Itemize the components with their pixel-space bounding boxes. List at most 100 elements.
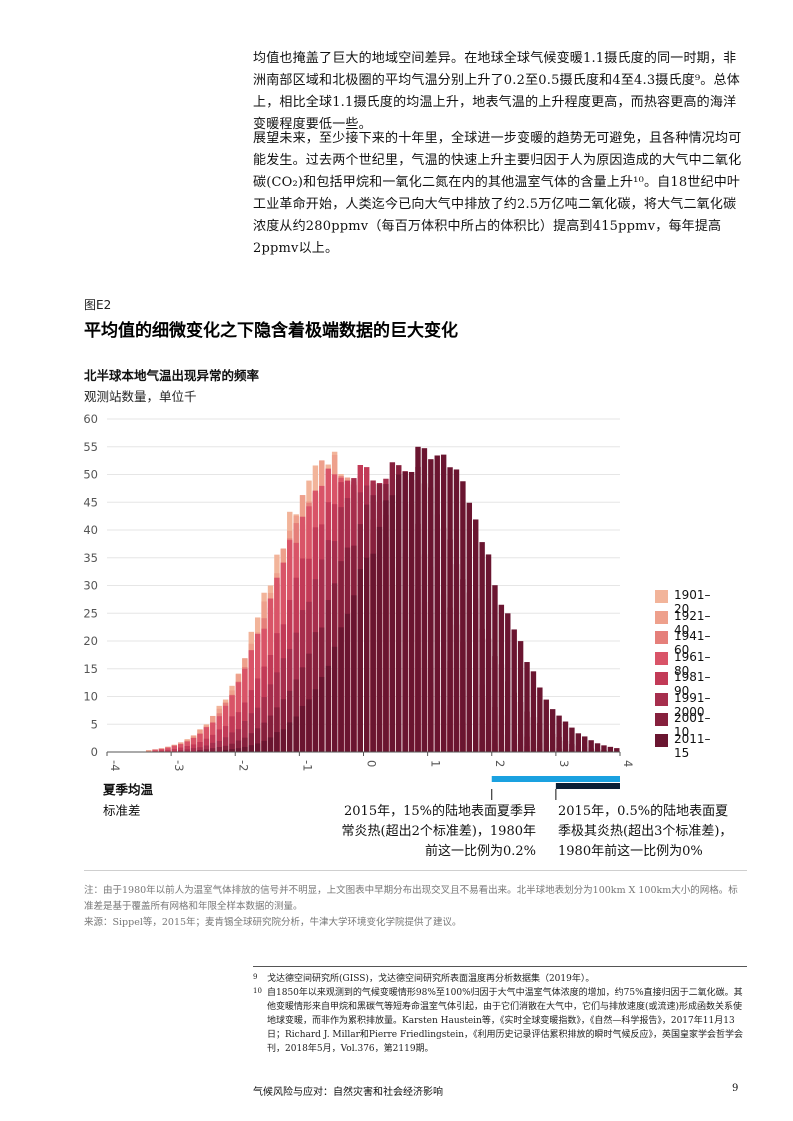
histogram-bar [588,740,594,752]
chart-x-axis-sublabel: 标准差 [103,803,141,818]
footnote-10: 10 自1850年以来观测到的气候变暖情形98%至100%归因于大气中温室气体浓… [253,986,747,1056]
histogram-bar [537,687,543,752]
histogram-bar [216,746,222,752]
page-number: 9 [732,1083,739,1094]
histogram-bar [517,641,524,752]
histogram-bar [479,542,485,752]
histogram-bar [575,733,582,752]
histogram-bar [203,749,210,752]
histogram-bar [562,721,569,752]
histogram-bar [222,737,229,752]
histogram-bar [165,749,171,752]
histogram-bar [197,747,203,752]
y-tick-label: 55 [83,440,98,454]
legend-label: 1941–60 [674,629,711,657]
histogram-bar [421,448,428,752]
histogram-chart: 0 5 10 15 20 25 30 35 40 45 50 55 60 -4 -3 -2 -1 0 1 2 3 4 [83,412,635,800]
histogram-bar [428,459,434,752]
y-tick-label: 0 [91,745,98,759]
x-tick-label: -1 [300,760,314,771]
histogram-bar [254,728,261,752]
histogram-bar [530,671,537,752]
histogram-bar [210,748,216,752]
histogram-bar [473,519,479,752]
legend-label: 1991–2000 [674,690,711,719]
histogram-bar [184,745,190,752]
legend-swatch [655,631,668,644]
chart-y-axis-label: 观测站数量，单位千 [84,389,197,404]
y-tick-label: 20 [83,634,98,648]
histogram-bar [287,722,293,752]
footnote-text: 戈达德空间研究所(GISS)，戈达德空间研究所表面温度再分析数据集（2019年）… [267,974,595,984]
histogram-bar [267,715,274,752]
legend-swatch [655,590,668,603]
histogram-bar [203,745,210,752]
histogram-bar [524,662,530,752]
y-tick-label: 40 [83,523,98,537]
histogram-bar [267,737,274,752]
footnote-number: 10 [253,987,262,995]
histogram-bar [293,716,299,752]
histogram-bar [197,750,203,752]
y-tick-label: 5 [91,717,98,731]
two-sd-threshold-bar [491,776,620,782]
histogram-bar [248,733,254,752]
histogram-bar [171,745,178,752]
three-sd-threshold-bar [555,783,620,789]
figure-label: 图E2 [84,298,112,312]
legend-swatch [655,610,668,624]
legend-swatch [655,713,668,726]
histogram-bar [222,745,229,752]
histogram-bar [312,689,319,752]
histogram-bar [325,665,331,752]
histogram-bar [235,748,242,752]
histogram-bar [498,604,505,752]
footer-title: 气候风险与应对：自然灾害和社会经济影响 [253,1087,443,1098]
histogram-bar [158,750,165,752]
x-tick-label: -4 [108,760,122,771]
histogram-bar [229,743,235,752]
histogram-bar [242,746,248,752]
legend-swatch [655,692,668,706]
histogram-bar [601,745,607,752]
histogram-bar [280,729,287,752]
x-tick-label: 3 [557,760,571,767]
divider [84,870,747,871]
histogram-bar [287,690,293,752]
histogram-bar [210,742,216,752]
x-tick-label: 1 [429,760,443,767]
histogram-bar [505,613,511,752]
figure-title: 平均值的细微变化之下隐含着极端数据的巨大变化 [84,321,458,341]
callout-three-sd: 2015年，0.5%的陆地表面夏季极其炎热(超出3个标准差)，1980年前这一比… [558,804,733,859]
footnote-divider [253,966,747,967]
histogram-bar [261,722,267,752]
y-tick-label: 45 [83,495,98,509]
histogram-bar [344,613,351,752]
histogram-bar [248,745,254,752]
legend-label: 2011–15 [674,731,711,760]
histogram-bar [351,595,357,752]
histogram-bar [319,676,325,752]
histogram-bar [261,740,267,752]
histogram-bar [242,737,248,752]
histogram-bar [274,707,280,752]
histogram-bar [235,740,242,752]
histogram-bar [178,747,184,752]
histogram-bar [543,699,549,752]
histogram-bar [460,481,466,752]
histogram-bar [178,750,184,752]
legend-label: 1981–90 [674,670,711,698]
histogram-bar [569,727,575,752]
histogram-bar [171,748,178,752]
histogram-bar [549,709,556,752]
histogram-bar [338,627,344,752]
histogram-bar [447,467,453,752]
histogram-bar [280,699,287,752]
histogram-bar [594,743,601,752]
legend-label: 1961–80 [674,649,711,678]
histogram-bar [364,557,370,752]
legend-label: 1901–20 [674,588,711,616]
histogram-bar [453,469,460,752]
y-tick-label: 30 [83,579,98,593]
histogram-bar [152,749,158,752]
